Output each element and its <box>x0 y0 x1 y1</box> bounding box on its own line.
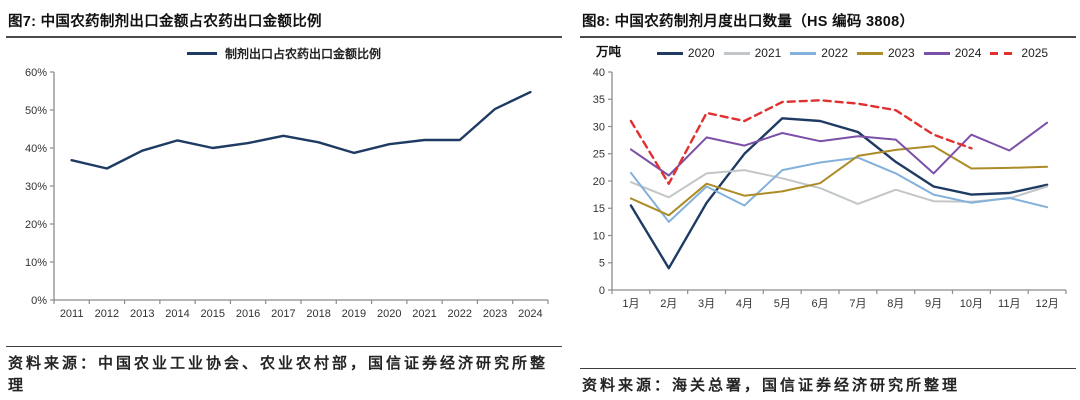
svg-text:3月: 3月 <box>698 298 715 310</box>
series-2024-line <box>629 121 1049 177</box>
svg-text:40: 40 <box>593 67 605 79</box>
legend-line-sample-2024 <box>923 51 950 55</box>
legend-label-2023: 2023 <box>888 46 915 60</box>
svg-text:20%: 20% <box>25 219 47 231</box>
legend-line-sample-2023 <box>857 51 883 55</box>
svg-text:5月: 5月 <box>774 298 791 310</box>
legend-label: 制剂出口占农药出口金额比例 <box>224 46 381 61</box>
series-制剂出口占农药出口金额比例-line <box>70 90 532 170</box>
svg-text:2月: 2月 <box>660 298 677 310</box>
svg-text:9月: 9月 <box>925 298 942 310</box>
figure-8-card: 图8: 中国农药制剂月度出口数量（HS 编码 3808） 万吨 2020 2021… <box>580 8 1076 400</box>
svg-text:0%: 0% <box>31 295 47 307</box>
figure-7-source-note: 资料来源：中国农业工业协会、农业农村部，国信证券经济研究所整理 <box>6 346 562 400</box>
svg-text:7月: 7月 <box>849 298 866 310</box>
svg-text:2013: 2013 <box>130 308 154 320</box>
svg-text:1月: 1月 <box>622 298 639 310</box>
legend-label-2021: 2021 <box>754 46 782 60</box>
figure-8-legend-row: 万吨 2020 2021 2022 2023 2024 2025 <box>580 42 1076 64</box>
svg-text:12月: 12月 <box>1035 298 1058 310</box>
figure-7-legend: 制剂出口占农药出口金额比例 <box>6 42 562 64</box>
y-axis-unit-label: 万吨 <box>596 44 622 59</box>
svg-text:2022: 2022 <box>448 308 472 320</box>
svg-text:2014: 2014 <box>165 308 189 320</box>
svg-text:60%: 60% <box>25 67 47 79</box>
legend-item-2023: 2023 <box>857 46 915 60</box>
svg-text:30: 30 <box>593 121 605 133</box>
legend-label-2022: 2022 <box>821 46 848 60</box>
svg-text:2012: 2012 <box>95 308 119 320</box>
svg-text:10%: 10% <box>25 257 47 269</box>
svg-text:6月: 6月 <box>812 298 829 310</box>
svg-text:4月: 4月 <box>736 298 753 310</box>
svg-text:50%: 50% <box>25 105 47 117</box>
figure-7-line-chart: 0% 10% 20% 30% 40% 50% 60% 2011 2012 2013 2014 2015… <box>25 67 549 320</box>
svg-text:2019: 2019 <box>342 308 366 320</box>
figure-8-source-note: 资料来源：海关总署，国信证券经济研究所整理 <box>580 367 1076 400</box>
legend-label-2025: 2025 <box>1021 46 1049 60</box>
svg-text:10月: 10月 <box>960 298 983 310</box>
svg-text:2024: 2024 <box>518 308 542 320</box>
legend-item-2025: 2025 <box>990 46 1048 60</box>
svg-text:2015: 2015 <box>201 308 225 320</box>
figure-7-card: 图7: 中国农药制剂出口金额占农药出口金额比例 制剂出口占农药出口金额比例 0%… <box>6 8 562 400</box>
svg-text:2020: 2020 <box>377 308 401 320</box>
svg-text:30%: 30% <box>25 181 47 193</box>
svg-text:0: 0 <box>599 285 605 297</box>
series-2025-line <box>629 99 973 185</box>
svg-text:20: 20 <box>593 176 605 188</box>
legend-label-2024: 2024 <box>954 46 982 60</box>
svg-text:5: 5 <box>599 258 605 270</box>
svg-text:15: 15 <box>593 203 605 215</box>
legend-line-sample-2020 <box>656 51 683 55</box>
legend-label-2020: 2020 <box>687 46 715 60</box>
svg-text:40%: 40% <box>25 143 47 155</box>
svg-text:10: 10 <box>593 230 605 242</box>
figure-8-line-chart: 0 5 10 15 20 25 30 35 40 1月 2月 3月 4月 5月 6月 7月 8月 9月 10月 11月… <box>593 67 1067 310</box>
series-2022-line <box>629 156 1049 223</box>
legend-item-2020: 2020 <box>656 46 715 60</box>
legend-item-2021: 2021 <box>723 46 782 60</box>
figure-8-legend: 2020 2021 2022 2023 2024 2025 <box>629 46 1076 60</box>
series-2020-line <box>629 117 1049 270</box>
svg-text:2016: 2016 <box>236 308 260 320</box>
figure-7-title: 图7: 中国农药制剂出口金额占农药出口金额比例 <box>6 8 562 38</box>
svg-text:25: 25 <box>593 149 605 161</box>
svg-text:2021: 2021 <box>412 308 436 320</box>
legend-line-sample <box>186 51 217 55</box>
svg-text:8月: 8月 <box>887 298 904 310</box>
svg-text:35: 35 <box>593 94 605 106</box>
figure-8-title: 图8: 中国农药制剂月度出口数量（HS 编码 3808） <box>580 8 1076 38</box>
svg-text:2011: 2011 <box>60 308 84 320</box>
legend-line-sample-2022 <box>790 51 817 55</box>
svg-text:2023: 2023 <box>483 308 507 320</box>
svg-text:2017: 2017 <box>271 308 295 320</box>
legend-line-sample-2025 <box>990 51 1017 55</box>
legend-item-2022: 2022 <box>790 46 848 60</box>
series-2023-line <box>629 145 1049 217</box>
svg-text:11月: 11月 <box>998 298 1020 310</box>
legend-item-2024: 2024 <box>923 46 982 60</box>
svg-text:2018: 2018 <box>306 308 330 320</box>
legend-line-sample-2021 <box>723 51 750 55</box>
